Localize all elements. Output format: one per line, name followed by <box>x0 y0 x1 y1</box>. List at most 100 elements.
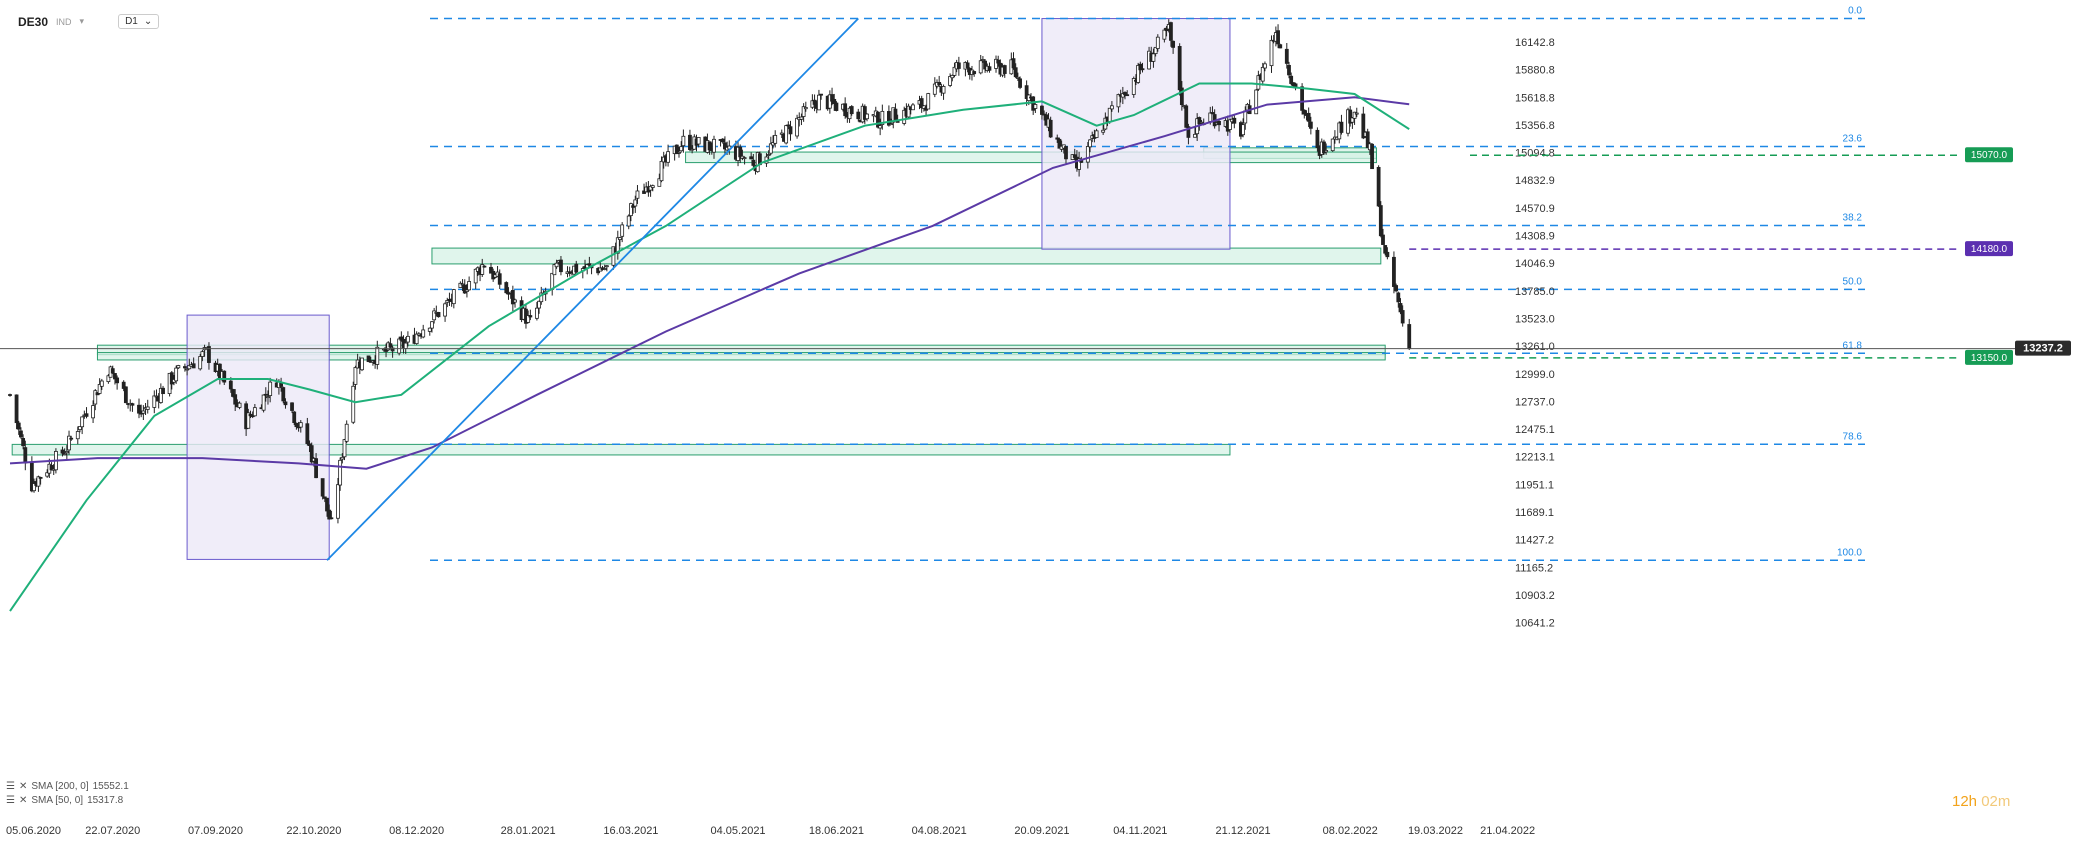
candle[interactable] <box>801 103 806 122</box>
candle[interactable] <box>1398 298 1403 315</box>
candle[interactable] <box>620 222 625 243</box>
sma50-line[interactable] <box>9 82 1410 612</box>
candle[interactable] <box>712 135 716 159</box>
candle[interactable] <box>862 104 867 125</box>
candle[interactable] <box>554 259 559 269</box>
candle[interactable] <box>1348 105 1353 127</box>
candle[interactable] <box>650 184 655 192</box>
candle[interactable] <box>832 93 837 111</box>
candle[interactable] <box>67 430 71 455</box>
candle[interactable] <box>504 281 509 295</box>
candle[interactable] <box>1289 72 1294 86</box>
candle[interactable] <box>720 138 725 144</box>
candle[interactable] <box>16 420 21 435</box>
candle[interactable] <box>1018 76 1022 90</box>
candle[interactable] <box>749 152 754 160</box>
candle[interactable] <box>981 56 985 63</box>
candle[interactable] <box>1109 101 1114 112</box>
legend-sma200[interactable]: ☰ ✕ SMA [200, 0] 15552.1 <box>6 780 129 794</box>
candle[interactable] <box>115 375 120 390</box>
price-tag[interactable]: 14180.0 <box>1965 241 2013 257</box>
candle[interactable] <box>8 393 12 397</box>
candle[interactable] <box>952 62 957 78</box>
candle[interactable] <box>281 386 286 404</box>
candle[interactable] <box>320 478 325 500</box>
candle[interactable] <box>443 302 447 322</box>
candle[interactable] <box>1306 107 1311 127</box>
candle[interactable] <box>795 114 799 139</box>
candle[interactable] <box>430 321 434 333</box>
candle[interactable] <box>941 84 946 100</box>
candle[interactable] <box>292 410 297 426</box>
candle[interactable] <box>696 136 701 148</box>
candle[interactable] <box>106 374 111 384</box>
candle[interactable] <box>351 381 356 425</box>
candle[interactable] <box>550 272 555 296</box>
candle[interactable] <box>451 288 456 309</box>
candle[interactable] <box>911 102 915 111</box>
candle[interactable] <box>45 469 50 478</box>
candle[interactable] <box>604 265 609 272</box>
candle[interactable] <box>1184 104 1189 128</box>
candle[interactable] <box>948 73 953 88</box>
candle[interactable] <box>1217 119 1221 132</box>
candle[interactable] <box>480 258 485 277</box>
candle[interactable] <box>123 386 128 404</box>
candle[interactable] <box>642 183 646 194</box>
candle[interactable] <box>834 101 839 112</box>
candle[interactable] <box>937 75 942 87</box>
candle[interactable] <box>537 300 541 314</box>
candle[interactable] <box>1315 127 1320 152</box>
candle[interactable] <box>932 77 937 98</box>
candle[interactable] <box>723 136 727 155</box>
candle[interactable] <box>21 434 26 450</box>
candle[interactable] <box>1024 80 1029 106</box>
candle[interactable] <box>137 398 141 419</box>
candle[interactable] <box>183 363 187 372</box>
candle[interactable] <box>329 510 334 520</box>
candle[interactable] <box>1254 89 1259 115</box>
candle[interactable] <box>246 408 251 429</box>
candle[interactable] <box>336 477 340 524</box>
price-tag[interactable]: 13237.2 <box>2015 340 2071 356</box>
candle[interactable] <box>648 184 653 197</box>
candle[interactable] <box>1400 305 1405 327</box>
candle[interactable] <box>679 141 684 153</box>
candle[interactable] <box>1407 318 1412 351</box>
candle[interactable] <box>1155 34 1160 52</box>
candle[interactable] <box>1169 21 1173 47</box>
candle[interactable] <box>360 357 364 372</box>
candle[interactable] <box>666 144 670 167</box>
legend-sma50[interactable]: ☰ ✕ SMA [50, 0] 15317.8 <box>6 794 129 808</box>
candle[interactable] <box>1256 70 1261 91</box>
candle[interactable] <box>1354 107 1359 118</box>
support-zone[interactable] <box>431 247 1382 265</box>
candle[interactable] <box>1064 146 1068 165</box>
candle[interactable] <box>187 358 192 370</box>
candle[interactable] <box>263 387 268 402</box>
candle[interactable] <box>233 389 238 412</box>
candle[interactable] <box>1179 81 1184 111</box>
candle[interactable] <box>983 59 987 73</box>
candle[interactable] <box>707 141 712 155</box>
candle[interactable] <box>80 416 85 435</box>
candle[interactable] <box>994 55 998 73</box>
candle[interactable] <box>191 357 196 369</box>
candle[interactable] <box>414 331 419 345</box>
candle[interactable] <box>552 263 557 276</box>
candle[interactable] <box>1392 251 1396 294</box>
candle[interactable] <box>458 281 463 288</box>
close-icon[interactable]: ✕ <box>18 795 28 806</box>
candle[interactable] <box>397 336 402 356</box>
candle[interactable] <box>69 435 74 441</box>
candle[interactable] <box>305 417 310 446</box>
candle[interactable] <box>786 121 791 130</box>
candle[interactable] <box>49 462 54 471</box>
candle[interactable] <box>14 394 19 430</box>
candle[interactable] <box>921 105 926 112</box>
candle[interactable] <box>78 426 82 433</box>
candle[interactable] <box>207 342 211 370</box>
candle[interactable] <box>353 365 358 390</box>
candle[interactable] <box>390 345 395 358</box>
